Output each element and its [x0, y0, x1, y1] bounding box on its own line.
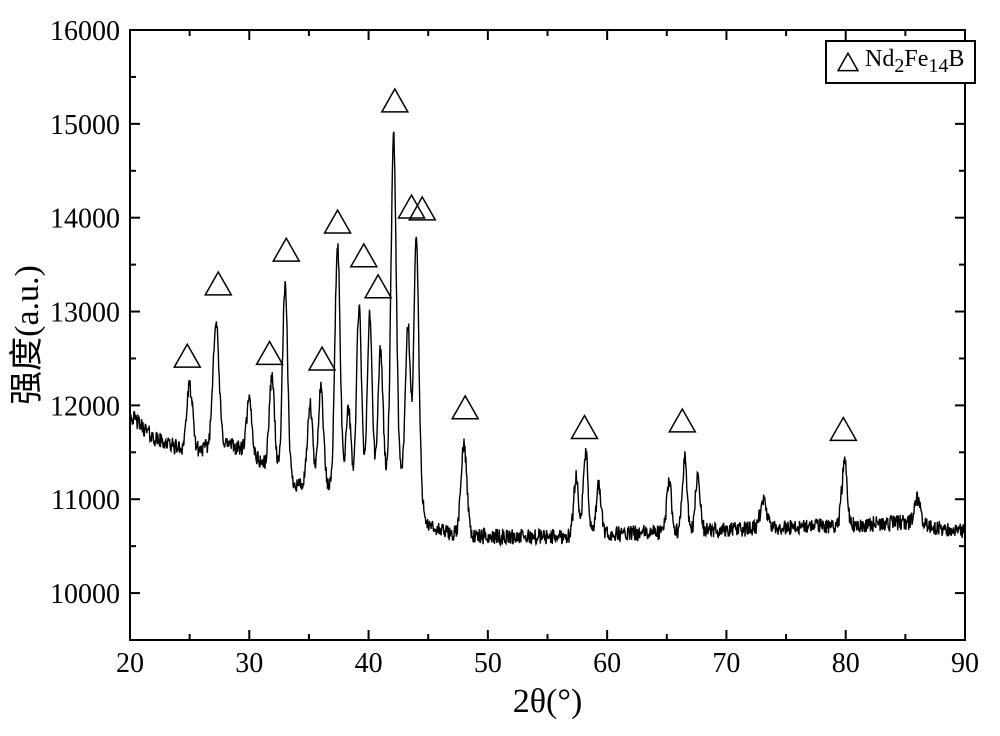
xtick-label: 80 [832, 648, 860, 679]
peak-marker-icon [309, 347, 335, 370]
xrd-chart: 20 30 40 50 60 70 80 90 10000 11000 12000 13000 1400… [0, 0, 1000, 736]
xtick-label: 30 [235, 648, 263, 679]
peak-marker-icon [205, 272, 231, 295]
peak-marker-icon [365, 275, 391, 298]
xtick-label: 20 [116, 648, 144, 679]
ytick-label: 16000 [50, 16, 120, 47]
axis-frame [130, 30, 965, 640]
peak-marker-icon [325, 210, 351, 233]
ytick-label: 10000 [50, 579, 120, 610]
y-axis-label: 强度(a.u.) [8, 265, 46, 405]
chart-svg: 20 30 40 50 60 70 80 90 10000 11000 12000 13000 1400… [0, 0, 1000, 736]
legend-label: Nd2Fe14B [865, 46, 964, 78]
xtick-label: 50 [474, 648, 502, 679]
peak-marker-icon [351, 244, 377, 267]
peak-marker-icon [257, 341, 283, 364]
ytick-label: 14000 [50, 204, 120, 235]
ytick-label: 15000 [50, 110, 120, 141]
xrd-trace [130, 132, 965, 545]
peak-marker-icon [669, 409, 695, 432]
xtick-label: 90 [951, 648, 979, 679]
ytick-label: 11000 [51, 485, 120, 516]
legend: Nd2Fe14B [825, 40, 976, 84]
peak-marker-icon [382, 89, 408, 112]
x-axis-label: 2θ(°) [513, 683, 583, 720]
peak-marker-icon [174, 344, 200, 367]
ytick-label: 12000 [50, 391, 120, 422]
legend-marker-icon [837, 51, 859, 73]
peak-marker-icon [571, 416, 597, 439]
peak-marker-icon [830, 417, 856, 440]
peak-marker-icon [452, 396, 478, 419]
xtick-label: 40 [355, 648, 383, 679]
ytick-label: 13000 [50, 298, 120, 329]
xtick-label: 70 [712, 648, 740, 679]
peak-marker-icon [273, 238, 299, 261]
xtick-label: 60 [593, 648, 621, 679]
peak-marker-icon [409, 197, 435, 220]
